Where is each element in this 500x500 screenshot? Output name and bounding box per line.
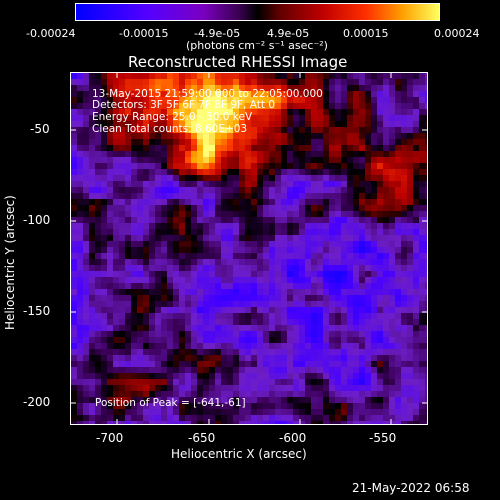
colorbar-tick-label: -4.9e-05 (194, 27, 241, 40)
colorbar (75, 3, 440, 21)
colorbar-tick-label: 4.9e-05 (267, 27, 310, 40)
info-detectors: Detectors: 3F 5F 6F 7F 8F 9F, Att 0 (92, 99, 276, 111)
image-plot (70, 72, 428, 425)
x-tick-label: -650 (188, 431, 216, 445)
x-tick-label: -550 (369, 431, 397, 445)
plot-title: Reconstructed RHESSI Image (128, 53, 348, 71)
reconstructed-image (71, 73, 427, 424)
y-tick-label: -100 (23, 213, 51, 227)
colorbar-units-label: (photons cm⁻² s⁻¹ asec⁻²) (186, 39, 328, 52)
info-time-range: 13-May-2015 21:59:00.000 to 22:05:00.000 (92, 88, 323, 100)
y-tick-label: -200 (23, 395, 51, 409)
x-tick-label: -700 (96, 431, 124, 445)
info-clean-counts: Clean Total counts: 8.60E+03 (92, 123, 248, 135)
colorbar-tick-label: 0.00015 (343, 27, 389, 40)
y-tick-label: -50 (30, 122, 50, 136)
y-axis-label: Heliocentric Y (arcsec) (3, 195, 17, 330)
x-tick-label: -600 (279, 431, 307, 445)
y-tick-label: -150 (23, 304, 51, 318)
footer-timestamp: 21-May-2022 06:58 (352, 481, 470, 495)
colorbar-tick-label: -0.00024 (26, 27, 76, 40)
colorbar-tick-label: 0.00024 (434, 27, 480, 40)
peak-position-label: Position of Peak = [-641,-61] (95, 397, 246, 409)
info-energy-range: Energy Range: 25.0 - 50.0 keV (92, 111, 253, 123)
x-axis-label: Heliocentric X (arcsec) (171, 447, 307, 461)
colorbar-tick-label: -0.00015 (119, 27, 169, 40)
